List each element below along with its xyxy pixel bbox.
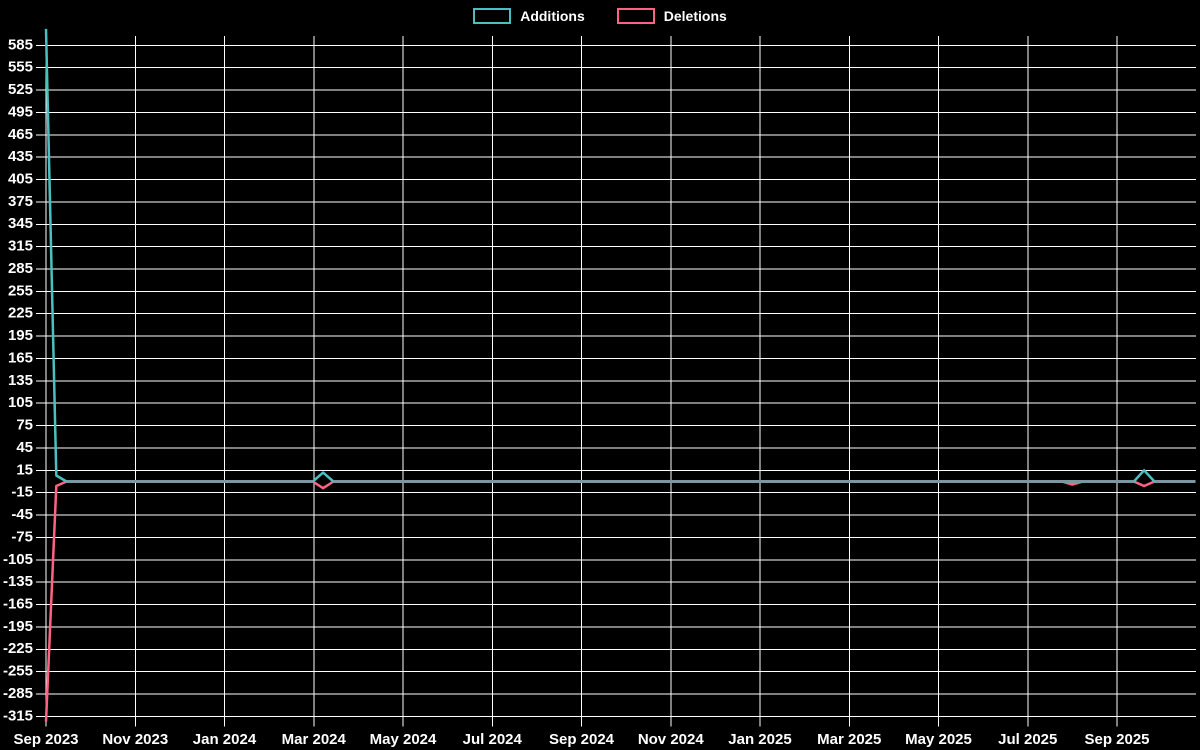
y-tick-label: 405 xyxy=(8,171,33,188)
y-tick-label: 135 xyxy=(8,372,33,389)
y-tick-label: -135 xyxy=(3,573,33,590)
y-tick-label: -105 xyxy=(3,551,33,568)
x-tick-label: Sep 2024 xyxy=(549,731,615,748)
y-tick-label: 555 xyxy=(8,59,33,76)
x-tick-label: Mar 2024 xyxy=(282,731,347,748)
y-tick-label: 315 xyxy=(8,238,33,255)
x-tick-label: Nov 2024 xyxy=(638,731,705,748)
y-tick-label: 165 xyxy=(8,349,33,366)
y-tick-label: -195 xyxy=(3,618,33,635)
x-tick-label: Sep 2025 xyxy=(1084,731,1149,748)
horizontal-gridlines xyxy=(46,44,1196,717)
y-tick-label: -225 xyxy=(3,640,33,657)
y-tick-label: -255 xyxy=(3,663,33,680)
y-tick-label: 45 xyxy=(16,439,33,456)
axis-tick-marks xyxy=(36,44,1118,727)
y-tick-label: 345 xyxy=(8,215,33,232)
y-tick-label: 465 xyxy=(8,126,33,143)
x-tick-label: May 2024 xyxy=(370,731,437,748)
y-tick-label: -75 xyxy=(11,528,33,545)
y-tick-label: 435 xyxy=(8,148,33,165)
y-tick-label: 285 xyxy=(8,260,33,277)
y-tick-label: 195 xyxy=(8,327,33,344)
deletions-swatch xyxy=(616,8,655,24)
deletions-line xyxy=(44,480,1196,722)
y-axis-labels: 585 555 525 495 465 435 405 375 345 315 285 255 225 1… xyxy=(3,36,33,724)
y-tick-label: 105 xyxy=(8,394,33,411)
y-tick-label: -285 xyxy=(3,685,33,702)
y-tick-label: 15 xyxy=(16,461,33,478)
x-tick-label: Jan 2025 xyxy=(728,731,791,748)
y-tick-label: 255 xyxy=(8,282,33,299)
y-tick-label: -315 xyxy=(3,707,33,724)
chart-legend: Additions Deletions xyxy=(0,5,1200,27)
x-tick-label: Jan 2024 xyxy=(193,731,257,748)
vertical-gridlines xyxy=(45,36,1118,717)
y-tick-label: 585 xyxy=(8,36,33,53)
x-tick-label: Jul 2024 xyxy=(463,731,523,748)
legend-item-additions[interactable]: Additions xyxy=(473,5,585,27)
y-tick-label: 495 xyxy=(8,103,33,120)
x-tick-label: Jul 2025 xyxy=(998,731,1057,748)
legend-item-deletions[interactable]: Deletions xyxy=(616,5,727,27)
x-axis-labels: Sep 2023 Nov 2023 Jan 2024 Mar 2024 May 2024… xyxy=(13,731,1149,748)
legend-label-additions: Additions xyxy=(520,8,585,24)
y-tick-label: 525 xyxy=(8,81,33,98)
y-tick-label: 225 xyxy=(8,305,33,322)
x-tick-label: Sep 2023 xyxy=(13,731,78,748)
x-tick-label: May 2025 xyxy=(905,731,972,748)
additions-swatch xyxy=(473,8,512,24)
additions-line xyxy=(44,28,1196,483)
y-tick-label: 75 xyxy=(16,417,33,434)
y-tick-label: -15 xyxy=(11,484,33,501)
legend-label-deletions: Deletions xyxy=(663,8,727,24)
y-tick-label: 375 xyxy=(8,193,33,210)
y-tick-label: -45 xyxy=(11,506,33,523)
x-tick-label: Mar 2025 xyxy=(817,731,881,748)
x-tick-label: Nov 2023 xyxy=(102,731,168,748)
y-tick-label: -165 xyxy=(3,595,33,612)
